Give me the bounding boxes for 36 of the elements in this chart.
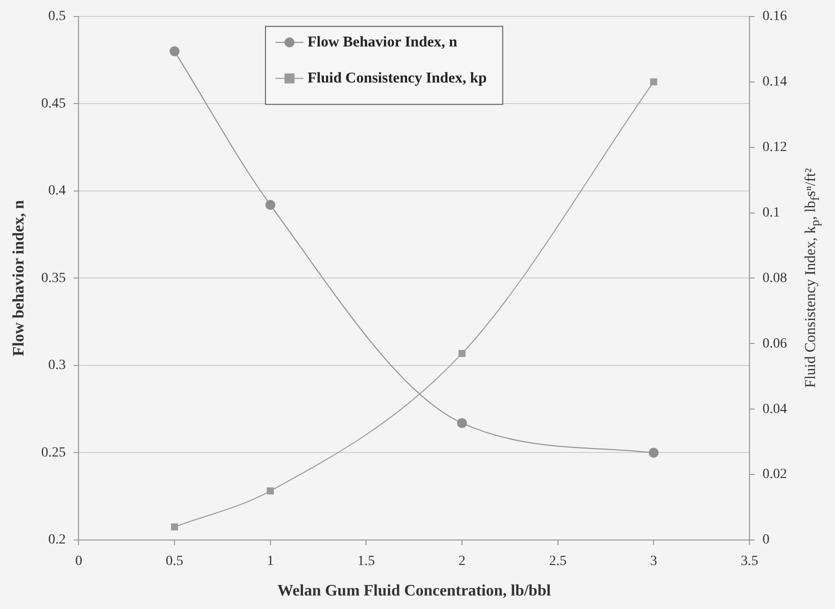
y-axis-title: Flow behavior index, n bbox=[10, 200, 28, 356]
y-tick-label: 0.3 bbox=[48, 358, 66, 374]
y2-tick-label: 0.1 bbox=[762, 205, 780, 220]
x-axis-title: Welan Gum Fluid Concentration, lb/bbl bbox=[277, 582, 552, 600]
y-tick-label: 0.5 bbox=[48, 9, 66, 24]
x-tick-label: 1.5 bbox=[357, 554, 375, 570]
y2-tick-label: 0.04 bbox=[762, 402, 787, 417]
y-tick-label: 0.45 bbox=[41, 96, 66, 112]
y-tick-label: 0.2 bbox=[48, 532, 66, 548]
y2-tick-label: 0.12 bbox=[762, 140, 787, 155]
point bbox=[648, 448, 659, 458]
y2-tick-label: 0.14 bbox=[762, 74, 787, 90]
y-tick-label: 0.25 bbox=[41, 445, 66, 460]
point bbox=[650, 78, 658, 86]
y-tick-label: 0.35 bbox=[41, 270, 66, 286]
point bbox=[170, 523, 178, 530]
point bbox=[457, 418, 468, 428]
x-tick-label: 0 bbox=[75, 554, 82, 570]
point bbox=[458, 350, 466, 358]
y-tick-label: 0.4 bbox=[48, 184, 66, 199]
legend-label: Flow Behavior Index, n bbox=[307, 34, 458, 50]
x-tick-label: 0.5 bbox=[166, 554, 184, 570]
x-tick-label: 3.5 bbox=[740, 554, 758, 570]
point bbox=[266, 487, 274, 494]
point bbox=[170, 46, 180, 56]
y2-tick-label: 0.08 bbox=[762, 270, 787, 286]
y2-tick-label: 0.06 bbox=[762, 336, 787, 352]
y2-tick-label: 0.16 bbox=[762, 9, 787, 24]
y2-tick-label: 0 bbox=[762, 532, 770, 548]
x-tick-label: 2.5 bbox=[549, 554, 567, 570]
point bbox=[265, 200, 276, 210]
x-tick-label: 3 bbox=[650, 554, 658, 570]
y2-tick-label: 0.02 bbox=[762, 467, 787, 482]
x-tick-label: 2 bbox=[458, 554, 466, 570]
legend-label: Fluid Consistency Index, kp bbox=[307, 70, 487, 86]
x-tick-label: 1 bbox=[266, 554, 274, 570]
